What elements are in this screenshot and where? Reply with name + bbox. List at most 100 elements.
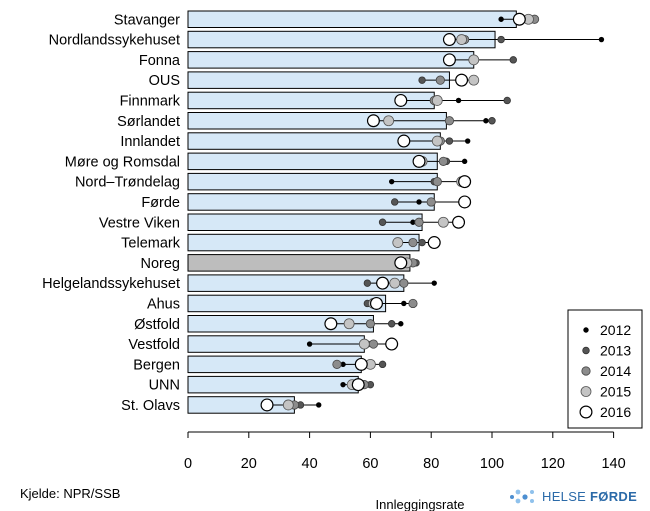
data-point <box>383 115 395 127</box>
bar <box>187 152 438 171</box>
category-label: OUS <box>149 73 180 89</box>
category-label: Finnmark <box>120 93 181 109</box>
x-axis-label: Innleggingsrate <box>376 497 465 511</box>
data-point <box>431 135 443 147</box>
data-point <box>498 16 504 22</box>
data-point <box>452 215 466 229</box>
bar <box>187 233 420 252</box>
category-label: Nord–Trøndelag <box>75 175 180 191</box>
data-point <box>343 318 355 330</box>
bar <box>187 51 475 69</box>
data-point <box>369 296 383 310</box>
x-tick-label: 100 <box>480 456 504 472</box>
category-label: Ahus <box>147 296 180 312</box>
data-point <box>260 398 274 412</box>
data-point <box>445 137 454 145</box>
data-point <box>438 156 448 166</box>
data-point <box>378 218 387 226</box>
category-label: Telemark <box>121 236 181 252</box>
bar <box>187 10 517 28</box>
data-point <box>365 319 375 329</box>
category-label: Østfold <box>134 317 180 333</box>
logo-prefix: HELSE <box>542 488 591 504</box>
data-point <box>282 399 294 411</box>
data-point <box>418 76 426 84</box>
category-label: Stavanger <box>114 12 180 28</box>
data-point <box>399 278 409 288</box>
source-note: Kjelde: NPR/SSB <box>20 486 121 501</box>
category-labels: Stavanger Nordlandssykehuset Fonna OUS Finnm… <box>42 12 181 414</box>
data-point <box>354 357 368 371</box>
data-point <box>387 320 396 328</box>
x-axis: 0 20 40 60 80 100 120 140 <box>184 431 626 472</box>
data-point <box>397 134 411 148</box>
legend-label: 2016 <box>600 404 631 420</box>
data-point <box>431 95 443 106</box>
data-point <box>401 300 407 307</box>
bars-layer <box>187 10 517 414</box>
x-tick-label: 0 <box>184 456 192 472</box>
category-label: UNN <box>149 378 180 394</box>
data-point <box>497 35 505 44</box>
legend-label: 2013 <box>600 343 631 359</box>
x-tick-label: 140 <box>601 456 625 472</box>
legend-marker <box>580 386 592 397</box>
data-point <box>389 277 401 289</box>
data-point <box>368 339 379 349</box>
legend-marker <box>583 327 589 333</box>
data-point <box>408 298 418 309</box>
data-point <box>340 381 346 388</box>
points-layer <box>260 12 605 412</box>
data-point <box>598 36 605 43</box>
data-point <box>418 238 426 247</box>
data-point <box>464 138 471 144</box>
data-point <box>432 177 442 187</box>
legend-marker <box>582 346 590 355</box>
data-point <box>444 116 455 126</box>
data-point <box>412 154 426 168</box>
x-tick-label: 80 <box>423 456 439 472</box>
category-label: Vestfold <box>128 337 180 353</box>
helse-forde-logo: HELSE FØRDE <box>508 488 637 504</box>
category-label: Bergen <box>133 357 180 373</box>
data-point <box>426 197 436 207</box>
data-point <box>416 199 422 205</box>
data-point <box>427 236 441 250</box>
x-tick-label: 60 <box>362 456 378 472</box>
data-point <box>394 256 408 270</box>
data-point <box>378 360 387 369</box>
data-point <box>509 56 517 64</box>
legend-marker <box>581 366 591 376</box>
x-tick-label: 20 <box>241 456 257 472</box>
data-point <box>483 118 489 124</box>
data-point <box>332 359 342 369</box>
category-label: Vestre Viken <box>99 215 180 231</box>
data-point <box>388 178 395 185</box>
category-label: St. Olavs <box>121 398 180 414</box>
data-point <box>458 195 472 209</box>
x-tick-label: 120 <box>541 456 565 472</box>
data-point <box>437 216 449 228</box>
data-point <box>456 34 468 45</box>
data-point <box>461 158 468 165</box>
logo-dots-icon <box>510 489 534 504</box>
data-point <box>324 317 338 331</box>
data-point <box>455 73 469 87</box>
data-point <box>503 96 511 105</box>
data-point <box>366 114 380 128</box>
data-point <box>455 97 462 104</box>
category-label: Noreg <box>141 256 181 272</box>
data-point <box>306 341 313 347</box>
legend: 2012 2013 2014 2015 2016 <box>567 309 643 429</box>
data-point <box>442 33 456 47</box>
category-label: Helgelandssykehuset <box>42 276 180 292</box>
category-label: Møre og Romsdal <box>65 154 180 170</box>
legend-label: 2014 <box>600 363 631 379</box>
category-label: Sørlandet <box>117 114 180 130</box>
data-point <box>363 279 372 287</box>
data-point <box>408 237 418 248</box>
data-point <box>376 276 390 290</box>
data-point <box>442 53 456 67</box>
category-label: Innlandet <box>120 134 180 150</box>
